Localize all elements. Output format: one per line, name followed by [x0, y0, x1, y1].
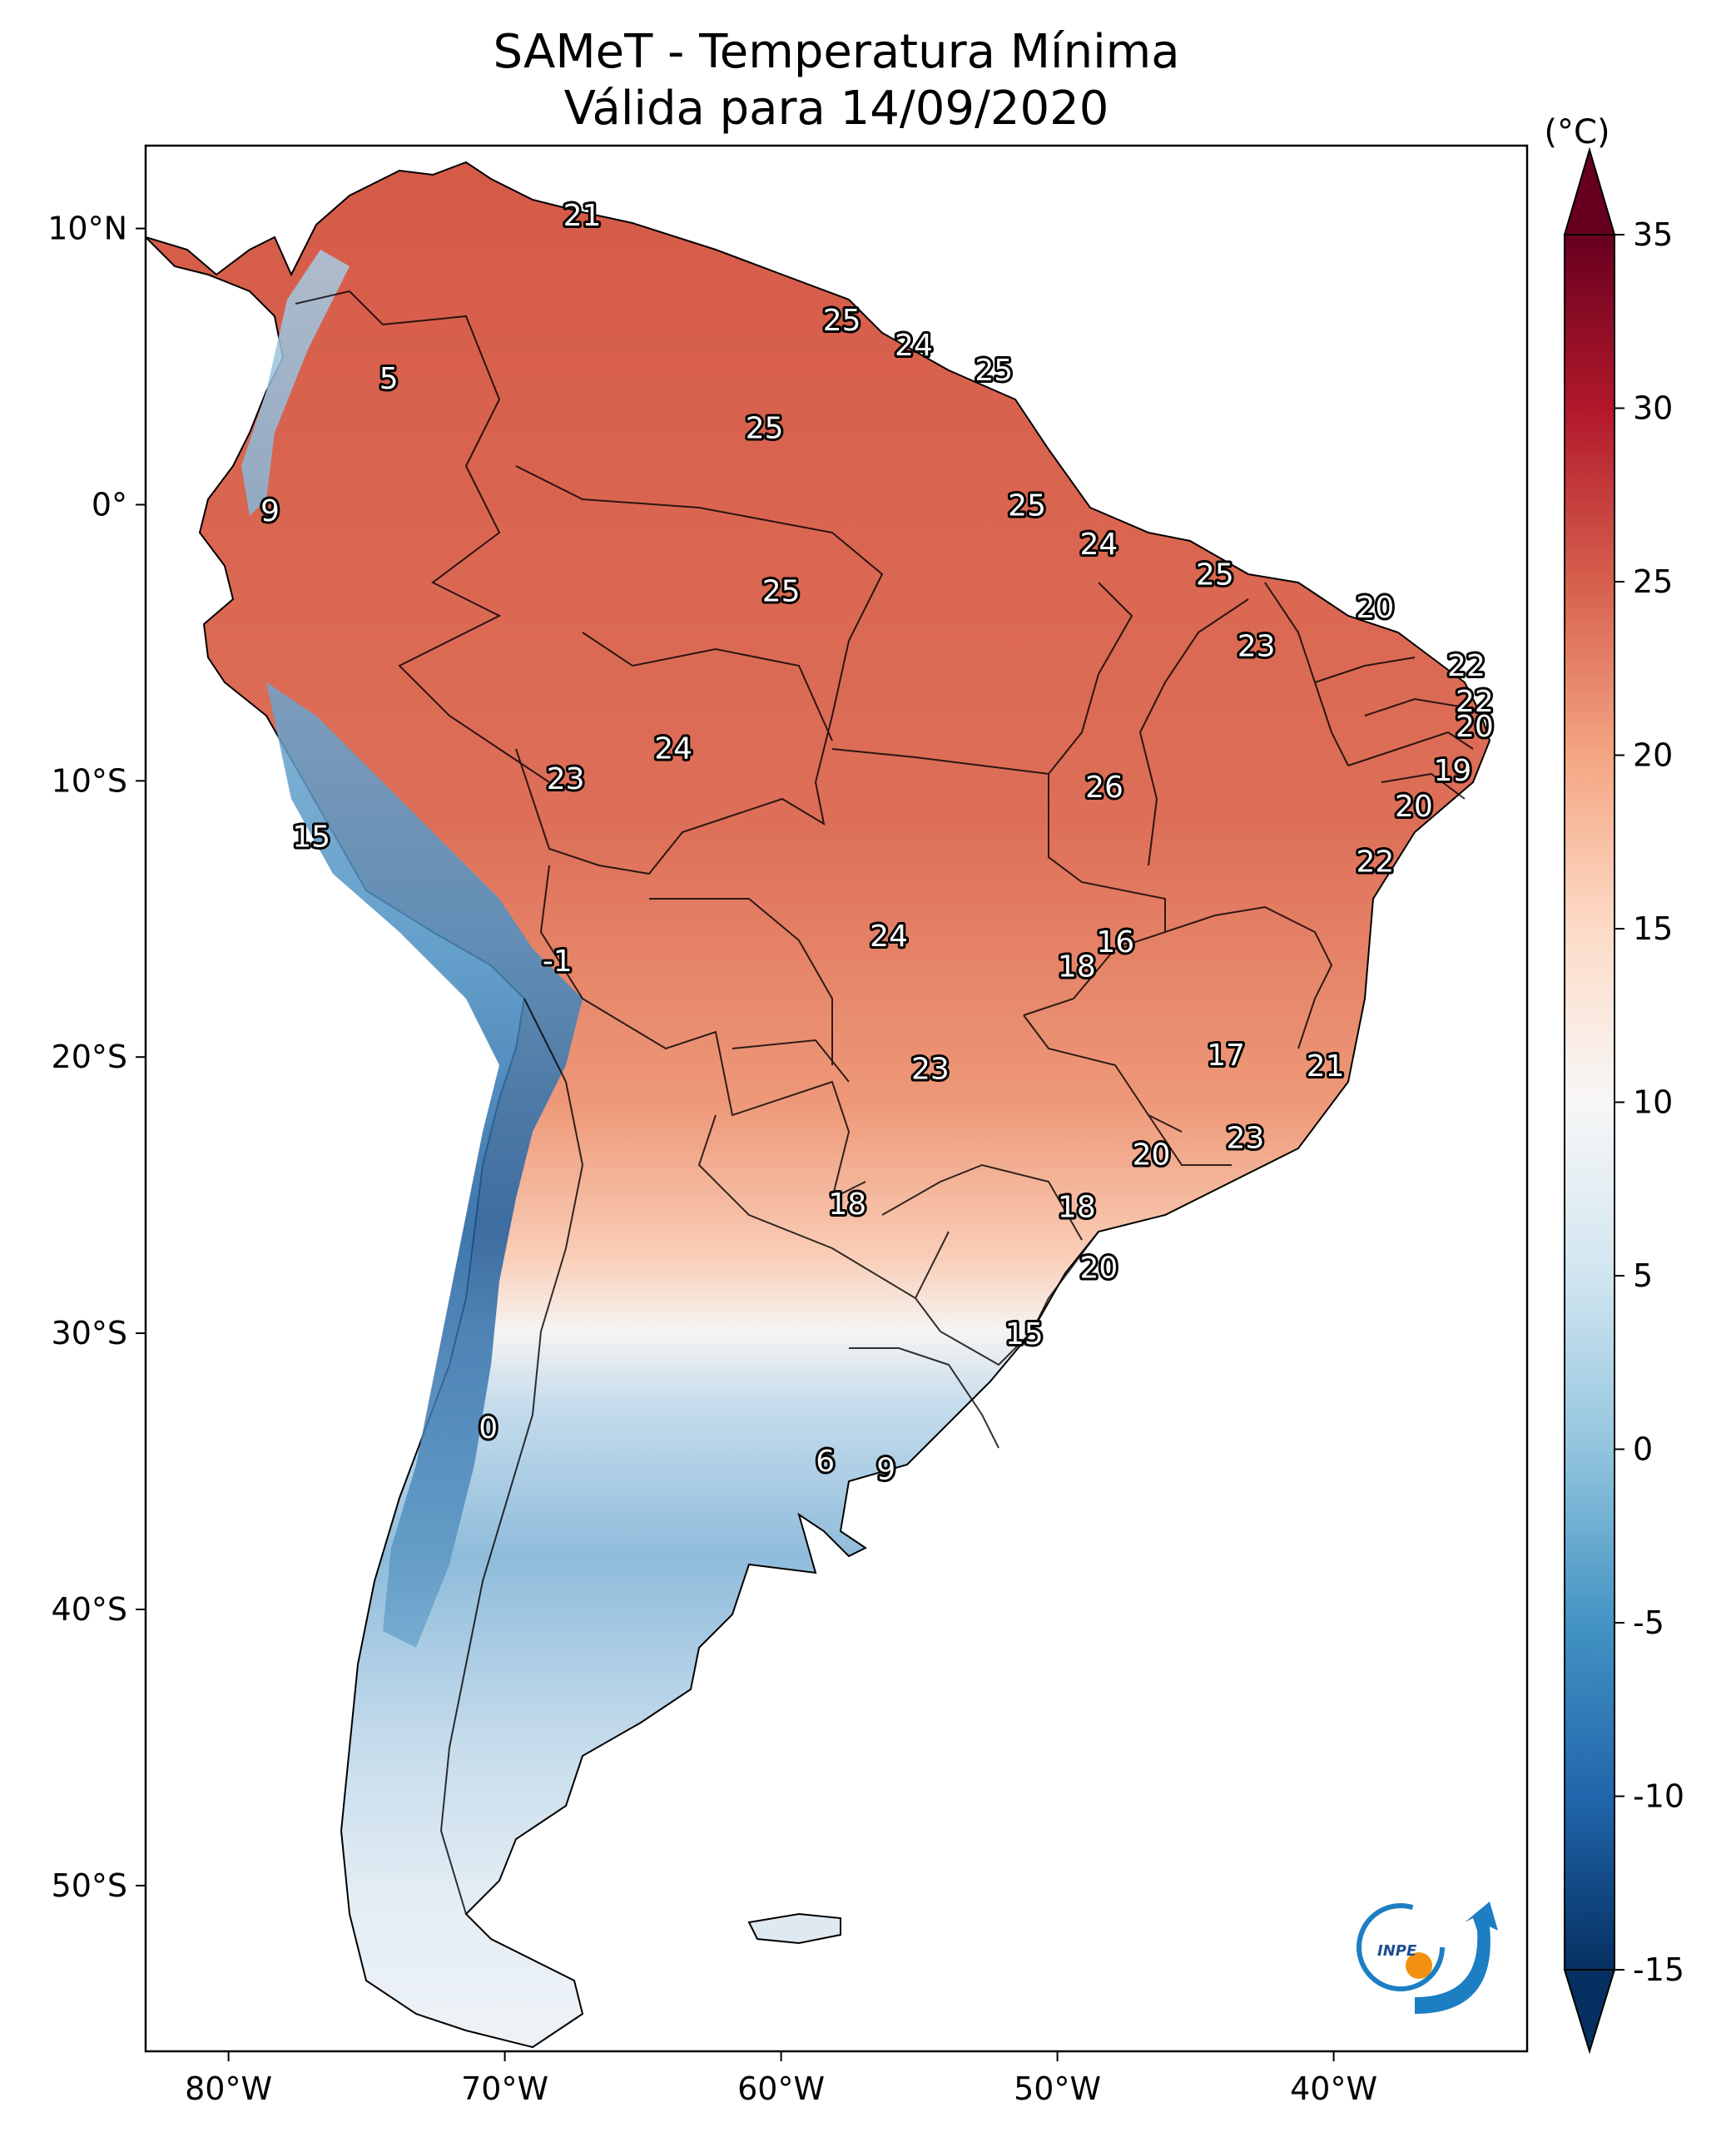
logo-sun	[1406, 1952, 1432, 1979]
city-temperature-label: 25	[1008, 488, 1046, 523]
map-land	[146, 161, 1491, 2049]
colorbar-tick-label: 25	[1633, 563, 1673, 600]
city-temperature-label: 20	[1395, 790, 1433, 824]
city-temperature-label: 26	[1085, 771, 1123, 805]
colorbar-tick-label: 30	[1633, 390, 1673, 427]
city-temperature-label: 25	[746, 412, 784, 446]
city-temperature-label: 24	[895, 329, 933, 363]
city-temperature-label: 21	[563, 199, 602, 233]
city-temperature-label: 6	[816, 1445, 835, 1479]
city-temperature-label: 24	[1079, 528, 1118, 562]
city-temperature-label: 22	[1456, 685, 1494, 719]
colorbar-tick-label: 35	[1633, 216, 1673, 253]
city-temperature-label: 15	[292, 821, 330, 855]
city-temperature-label: 24	[654, 732, 692, 766]
city-temperature-label: 20	[1133, 1138, 1171, 1172]
colorbar-tick-label: 0	[1633, 1431, 1653, 1468]
city-value-labels: 2159252425252524252025232222201920222423…	[258, 196, 1496, 1490]
country-borders	[295, 290, 1474, 1915]
x-tick-label: 50°W	[1014, 2070, 1101, 2107]
city-temperature-label: 23	[547, 762, 585, 796]
colorbar-tick-label: 15	[1633, 910, 1673, 947]
south-america-land	[146, 161, 1491, 2049]
logo-text: INPE	[1377, 1942, 1417, 1960]
colorbar-extend-top	[1563, 146, 1616, 236]
city-temperature-label: 9	[260, 494, 280, 528]
y-tick-label: 30°S	[52, 1315, 127, 1351]
logo-ring	[1357, 1903, 1445, 1991]
city-temperature-label: 17	[1207, 1039, 1245, 1073]
city-temperature-label: 25	[762, 574, 801, 608]
colorbar-tick-label: 10	[1633, 1084, 1673, 1121]
colorbar-tick-label: -15	[1633, 1951, 1684, 1988]
city-temperature-label: 20	[1456, 710, 1494, 744]
city-temperature-label: 5	[379, 362, 399, 396]
y-axis-ticks: 10°N 0° 10°S 20°S 30°S 40°S 50°S	[47, 211, 146, 1904]
city-temperature-label: 9	[876, 1453, 895, 1487]
city-temperature-label: 22	[1356, 845, 1394, 880]
city-temperature-label: 18	[828, 1188, 866, 1222]
y-tick-label: 10°N	[47, 211, 127, 247]
colorbar-body	[1564, 234, 1615, 1971]
map-title: SAMeT - Temperatura Mínima	[493, 25, 1180, 79]
colorbar-tick-label: -5	[1633, 1604, 1664, 1641]
city-temperature-label: 20	[1079, 1251, 1118, 1285]
y-tick-label: 50°S	[52, 1867, 127, 1904]
city-temperature-label: 18	[1058, 950, 1096, 984]
y-tick-label: 10°S	[52, 762, 127, 799]
x-tick-label: 60°W	[737, 2070, 825, 2107]
falkland-islands	[747, 1912, 841, 1945]
colorbar-unit-label: (°C)	[1544, 113, 1610, 151]
city-temperature-label: 19	[1433, 754, 1471, 788]
map-subtitle: Válida para 14/09/2020	[563, 82, 1109, 136]
city-temperature-label: 23	[911, 1052, 950, 1086]
colorbar-ticks: 35 30 25 20 15 10 5 0 -5 -10 -15	[1614, 216, 1684, 1988]
city-temperature-label: 23	[1226, 1121, 1264, 1155]
x-tick-label: 70°W	[461, 2070, 548, 2107]
city-temperature-label: 25	[975, 354, 1013, 388]
city-temperature-label: 25	[1196, 558, 1234, 592]
map-frame	[144, 144, 1529, 2053]
andes-region	[241, 250, 583, 1648]
y-tick-label: 20°S	[52, 1039, 127, 1075]
city-temperature-label: 16	[1096, 925, 1134, 959]
city-temperature-label: 0	[479, 1411, 498, 1445]
logo-swoosh	[1415, 1902, 1498, 2014]
inpe-logo: INPE	[1357, 1902, 1498, 2014]
colorbar-tick-label: 5	[1633, 1257, 1653, 1294]
x-tick-label: 40°W	[1290, 2070, 1377, 2107]
city-temperature-label: 18	[1058, 1190, 1096, 1224]
y-tick-label: 40°S	[52, 1591, 127, 1628]
x-axis-ticks: 80°W 70°W 60°W 50°W 40°W	[185, 2051, 1377, 2107]
city-temperature-label: 20	[1356, 591, 1394, 625]
colorbar-tick-label: -10	[1633, 1778, 1684, 1815]
city-temperature-label: -1	[543, 945, 573, 979]
city-temperature-label: 25	[823, 304, 861, 338]
city-temperature-label: 21	[1307, 1049, 1345, 1083]
city-temperature-label: 22	[1447, 649, 1486, 683]
colorbar-extend-bottom	[1563, 1969, 1616, 2055]
city-temperature-label: 24	[870, 920, 908, 954]
colorbar-tick-label: 20	[1633, 737, 1673, 774]
x-tick-label: 80°W	[185, 2070, 272, 2107]
colorbar: 35 30 25 20 15 10 5 0 -5 -10 -15 (°C)	[1544, 113, 1684, 2055]
city-temperature-label: 23	[1238, 630, 1276, 664]
city-temperature-label: 15	[1005, 1317, 1044, 1351]
y-tick-label: 0°	[92, 486, 127, 523]
